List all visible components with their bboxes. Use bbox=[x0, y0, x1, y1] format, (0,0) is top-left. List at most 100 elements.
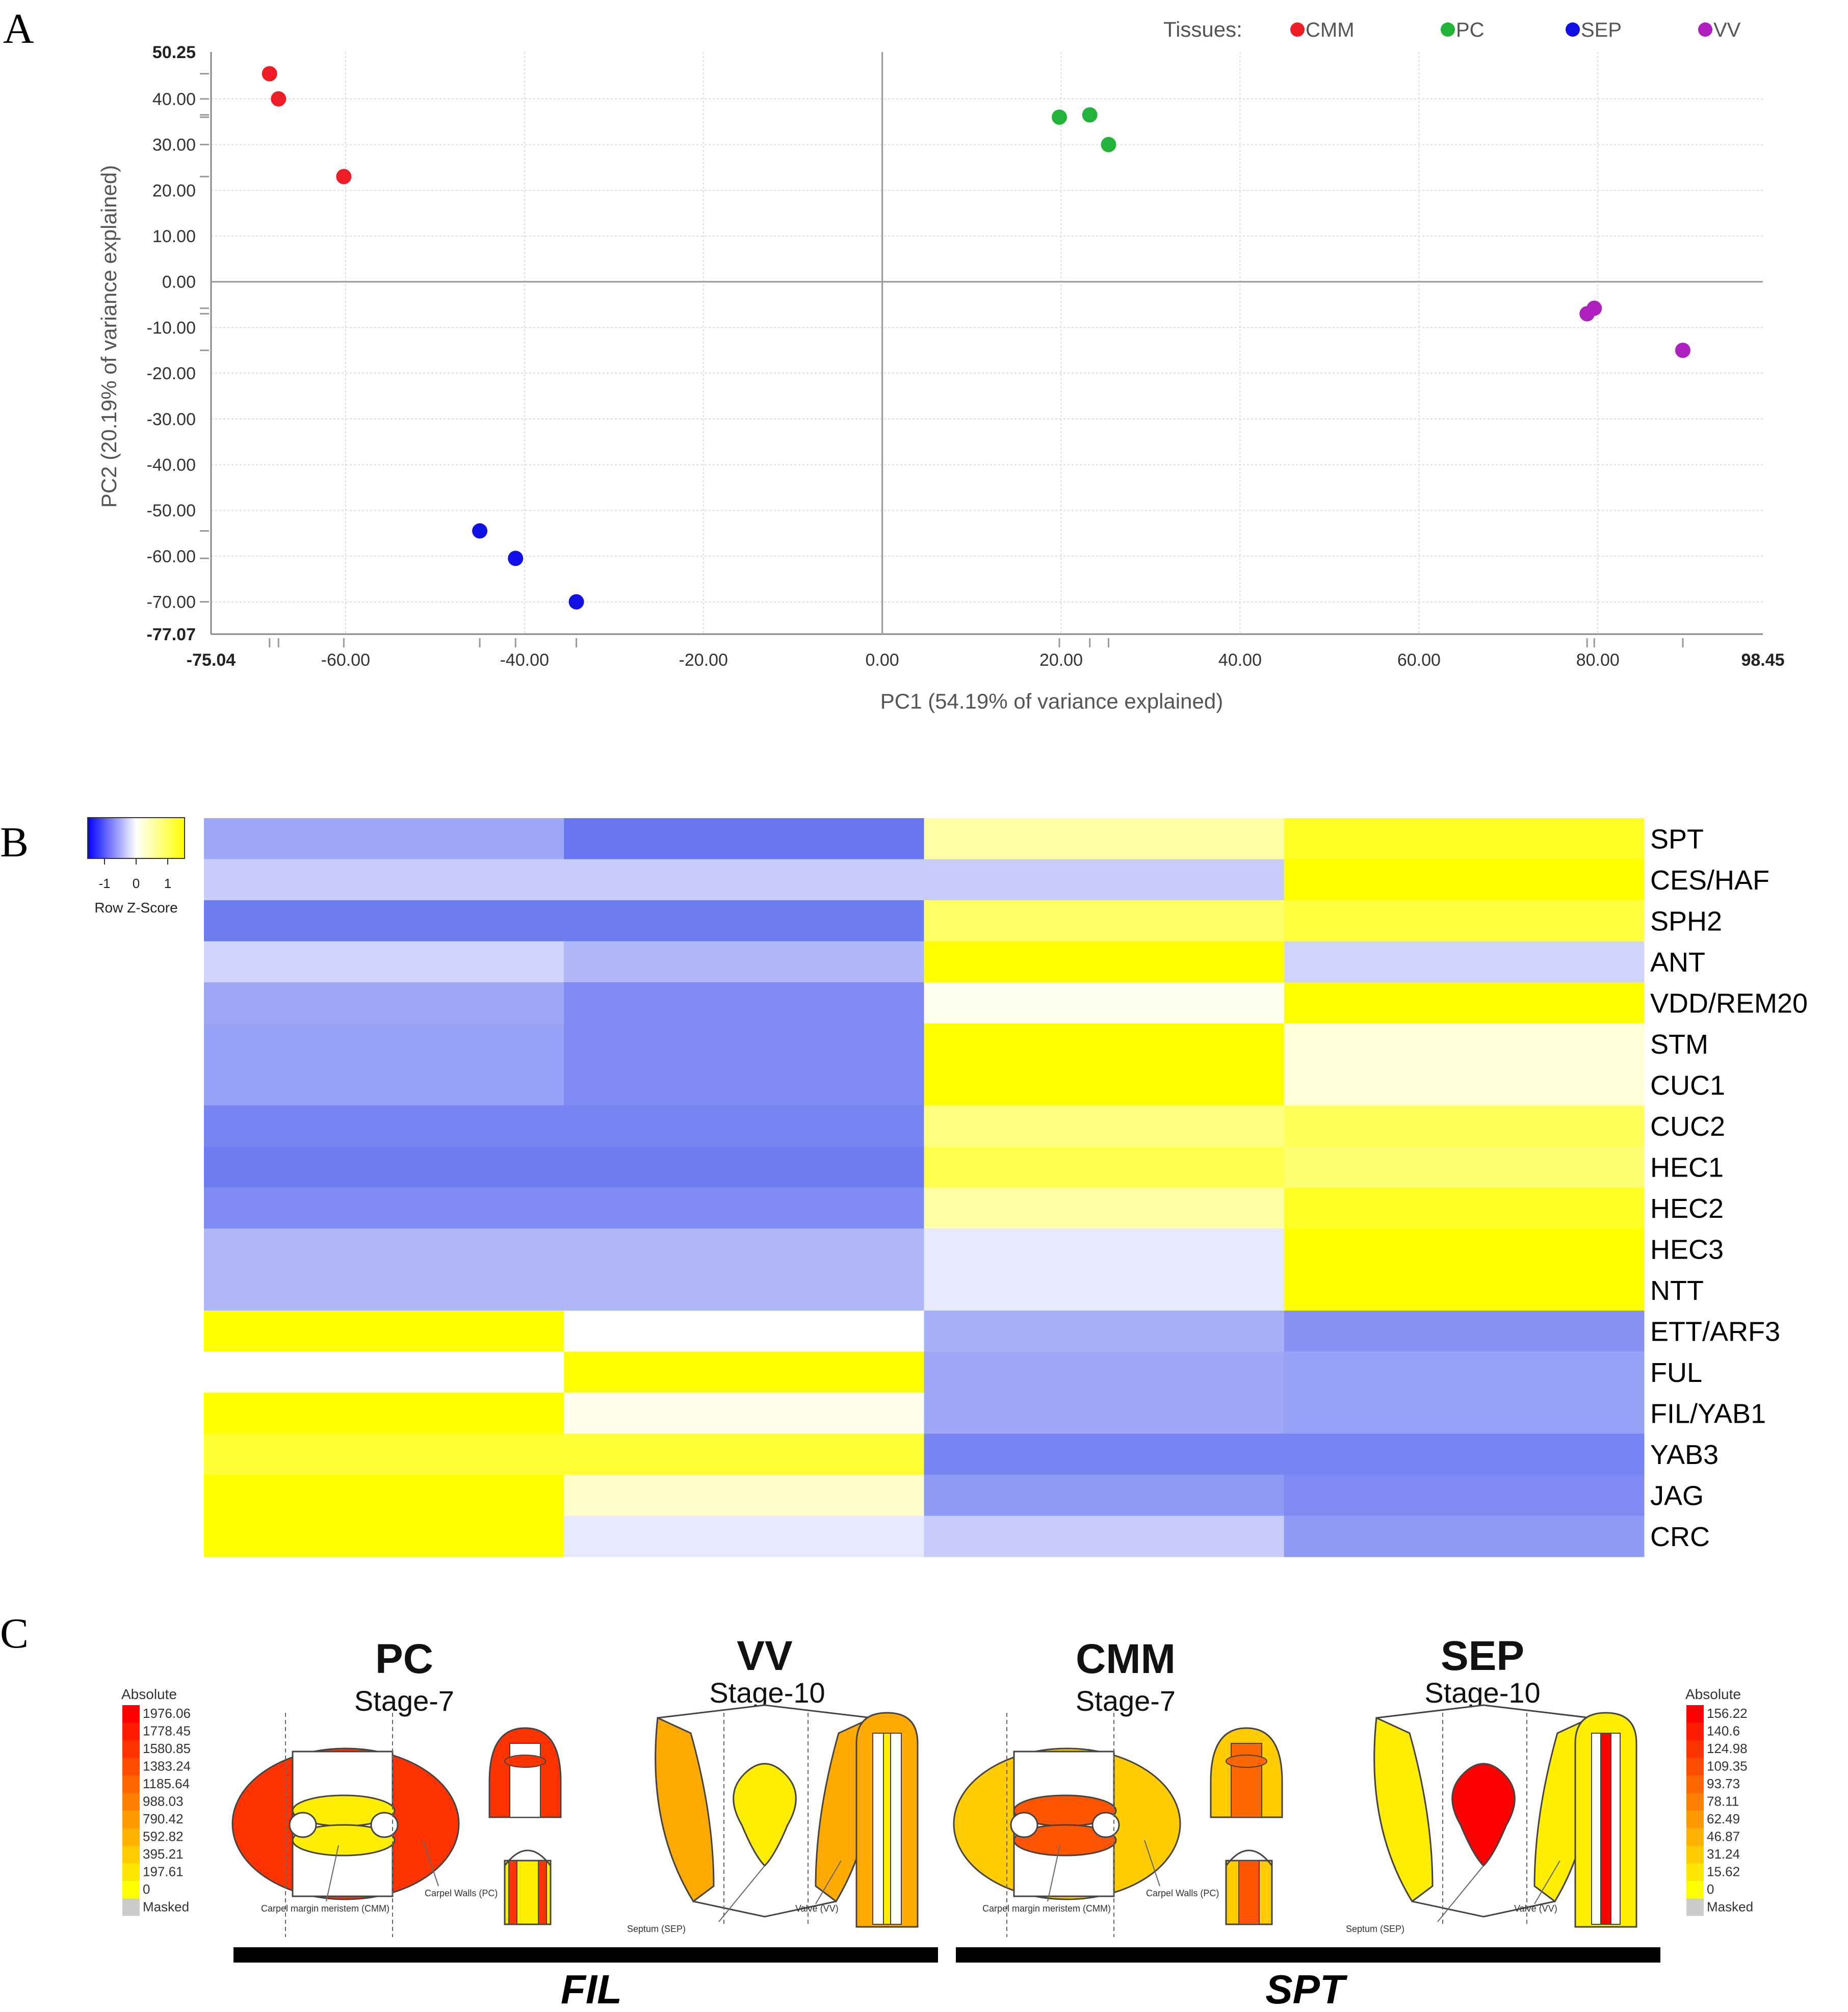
heatmap-cell bbox=[924, 1475, 1285, 1516]
tissue-name: VV bbox=[737, 1633, 793, 1679]
heatmap-row-label: NTT bbox=[1650, 1275, 1704, 1306]
color-key-tick: -1 bbox=[98, 876, 110, 891]
legend-value: 197.61 bbox=[143, 1864, 184, 1879]
scatter-point-vv bbox=[1586, 300, 1602, 316]
legend-label-pc: PC bbox=[1456, 19, 1485, 41]
tissue-stage: Stage-10 bbox=[709, 1677, 825, 1709]
heatmap-cell bbox=[204, 1105, 564, 1147]
legend-marker-cmm bbox=[1290, 22, 1305, 37]
heatmap-cell bbox=[1284, 941, 1645, 983]
heatmap-cell bbox=[1284, 1475, 1645, 1516]
legend-swatch bbox=[122, 1758, 140, 1776]
heatmap-cell bbox=[204, 982, 564, 1024]
fil-stage7-cross-section: Carpel margin meristem (CMM) Carpel Wall… bbox=[231, 1713, 498, 1937]
legend-value: 790.42 bbox=[143, 1811, 184, 1826]
legend-value: 1778.45 bbox=[143, 1723, 191, 1739]
legend-swatch bbox=[1686, 1846, 1704, 1864]
tissue-stage: Stage-7 bbox=[354, 1685, 454, 1717]
fil-stage10-longitudinal-view bbox=[855, 1712, 919, 1928]
legend-swatch bbox=[1686, 1722, 1704, 1741]
heatmap-row-label: YAB3 bbox=[1650, 1440, 1719, 1470]
color-key-label: Row Z-Score bbox=[94, 900, 177, 916]
annotation-pc: Carpel Walls (PC) bbox=[1146, 1888, 1219, 1898]
scatter-points bbox=[262, 66, 1690, 610]
x-tick-label: 80.00 bbox=[1576, 650, 1620, 670]
heatmap-cell bbox=[204, 859, 564, 901]
heatmap-row-label: ETT/ARF3 bbox=[1650, 1316, 1780, 1347]
legend-value: 31.24 bbox=[1707, 1846, 1740, 1862]
legend-value: 988.03 bbox=[143, 1794, 184, 1809]
heatmap-cell bbox=[1284, 1515, 1645, 1557]
legend-value: 1580.85 bbox=[143, 1741, 191, 1756]
heatmap-cell bbox=[924, 1146, 1285, 1188]
annotation-vv: Valve (VV) bbox=[1514, 1903, 1557, 1914]
legend-left-title: Absolute bbox=[121, 1686, 177, 1702]
scatter-axes bbox=[200, 52, 1763, 647]
heatmap-cell bbox=[204, 1229, 564, 1270]
scatter-point-sep bbox=[472, 523, 488, 539]
color-key-tick: 0 bbox=[133, 876, 140, 891]
legend-right-title: Absolute bbox=[1685, 1686, 1741, 1702]
heatmap-row-label: CUC1 bbox=[1650, 1070, 1725, 1101]
scatter-x-axis-label: PC1 (54.19% of variance explained) bbox=[880, 689, 1223, 713]
legend-swatch bbox=[122, 1705, 140, 1723]
scatter-tick-labels: -60.00 -40.00 -20.00 0.00 20.00 40.00 60.00 80.… bbox=[147, 43, 1785, 670]
legend-swatch bbox=[122, 1775, 140, 1793]
legend-value: 62.49 bbox=[1707, 1811, 1740, 1826]
heatmap-cell bbox=[924, 982, 1285, 1024]
legend-value: 15.62 bbox=[1707, 1864, 1740, 1879]
heatmap-cell bbox=[564, 1515, 924, 1557]
y-tick-label: -60.00 bbox=[147, 547, 196, 566]
legend-value: 124.98 bbox=[1707, 1741, 1748, 1756]
legend-value: 1185.64 bbox=[143, 1776, 190, 1791]
heatmap-row-label: JAG bbox=[1650, 1480, 1704, 1511]
y-min-label: -77.07 bbox=[147, 625, 196, 644]
heatmap-cell bbox=[564, 1064, 924, 1106]
heatmap-cell bbox=[1284, 1064, 1645, 1106]
tissue-stage: Stage-7 bbox=[1076, 1685, 1176, 1717]
y-tick-label: 0.00 bbox=[162, 273, 196, 292]
heatmap-cell bbox=[204, 1393, 564, 1434]
tissue-stage: Stage-10 bbox=[1424, 1677, 1540, 1709]
heatmap: SPT CES/HAF SPH2 ANT VDD/REM20 STM CUC1 CUC2 HEC… bbox=[204, 818, 1808, 1557]
annotation-cmm: Carpel margin meristem (CMM) bbox=[982, 1903, 1111, 1914]
tissue-header-vv: VV Stage-10 bbox=[709, 1633, 825, 1709]
legend-value: 93.73 bbox=[1707, 1776, 1740, 1791]
x-tick-label: -20.00 bbox=[679, 650, 728, 670]
legend-marker-sep bbox=[1566, 22, 1580, 37]
expression-legend-right: Absolute 156.22 140.6 124.98 109.35 93.73 78.… bbox=[1685, 1686, 1753, 1916]
heatmap-cell bbox=[1284, 1393, 1645, 1434]
legend-value: 0 bbox=[1707, 1882, 1714, 1897]
heatmap-cell bbox=[204, 1351, 564, 1393]
legend-masked-label: Masked bbox=[1707, 1899, 1753, 1915]
panel-label-a: A bbox=[3, 5, 34, 53]
x-min-label: -75.04 bbox=[187, 650, 236, 670]
legend-value: 140.6 bbox=[1707, 1723, 1740, 1739]
heatmap-cell bbox=[564, 1475, 924, 1516]
heatmap-cell bbox=[924, 941, 1285, 983]
heatmap-row-label: HEC3 bbox=[1650, 1234, 1724, 1265]
heatmap-row-label: STM bbox=[1650, 1029, 1708, 1060]
heatmap-cells bbox=[204, 818, 1645, 1557]
heatmap-cell bbox=[564, 1105, 924, 1147]
legend-swatch bbox=[1686, 1828, 1704, 1846]
legend-value: 0 bbox=[143, 1882, 150, 1897]
legend-value: 109.35 bbox=[1707, 1759, 1748, 1774]
heatmap-row-label: HEC1 bbox=[1650, 1152, 1724, 1183]
heatmap-cell bbox=[204, 1269, 564, 1311]
heatmap-row-label: FUL bbox=[1650, 1357, 1702, 1388]
legend-label-vv: VV bbox=[1713, 19, 1741, 41]
legend-swatch bbox=[122, 1722, 140, 1741]
heatmap-row-label: ANT bbox=[1650, 947, 1705, 978]
y-tick-label: -20.00 bbox=[147, 364, 196, 383]
heatmap-cell bbox=[564, 1433, 924, 1475]
heatmap-cell bbox=[204, 1515, 564, 1557]
scatter-point-vv bbox=[1675, 343, 1690, 358]
heatmap-cell bbox=[924, 818, 1285, 859]
scatter-y-axis-label: PC2 (20.19% of variance explained) bbox=[97, 165, 121, 508]
pca-scatter-plot: -60.00 -40.00 -20.00 0.00 20.00 40.00 60.00 80.… bbox=[97, 17, 1785, 713]
gene-label-spt: SPT bbox=[1265, 1967, 1348, 2012]
y-tick-label: -70.00 bbox=[147, 593, 196, 612]
heatmap-cell bbox=[1284, 1433, 1645, 1475]
legend-swatch bbox=[122, 1863, 140, 1882]
